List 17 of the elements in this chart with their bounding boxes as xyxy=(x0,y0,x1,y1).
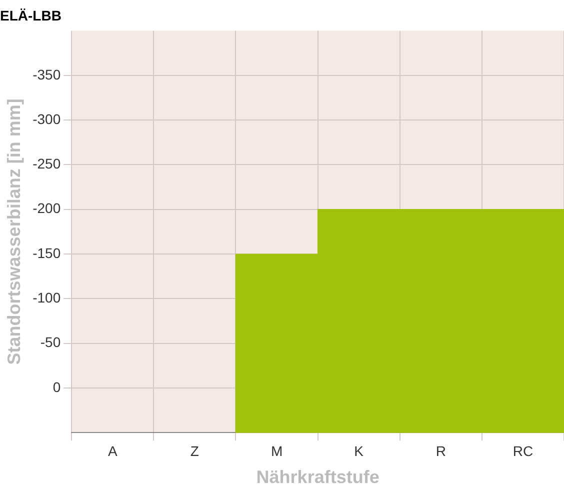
y-tick-label: -200 xyxy=(32,200,61,216)
y-tick-label: -300 xyxy=(32,110,61,127)
y-tick-label: -350 xyxy=(32,66,61,82)
chart-title: ELÄ-LBB xyxy=(0,7,62,24)
x-tick-label: Z xyxy=(190,442,200,459)
y-tick-label: -100 xyxy=(32,290,61,306)
x-tick-label: RC xyxy=(512,442,534,459)
x-tick-label: M xyxy=(270,442,283,459)
x-axis-title: Nährkraftstufe xyxy=(256,467,380,488)
y-axis-title: Standortswasserbilanz [in mm] xyxy=(4,98,24,365)
x-tick-label: R xyxy=(436,442,446,459)
y-tick-label: -50 xyxy=(40,334,61,350)
y-tick-label: -250 xyxy=(32,156,61,172)
y-tick-label: 0 xyxy=(52,378,61,395)
x-tick-label: A xyxy=(108,442,118,459)
y-tick-label: -150 xyxy=(32,244,61,261)
x-tick-label: K xyxy=(354,442,364,459)
